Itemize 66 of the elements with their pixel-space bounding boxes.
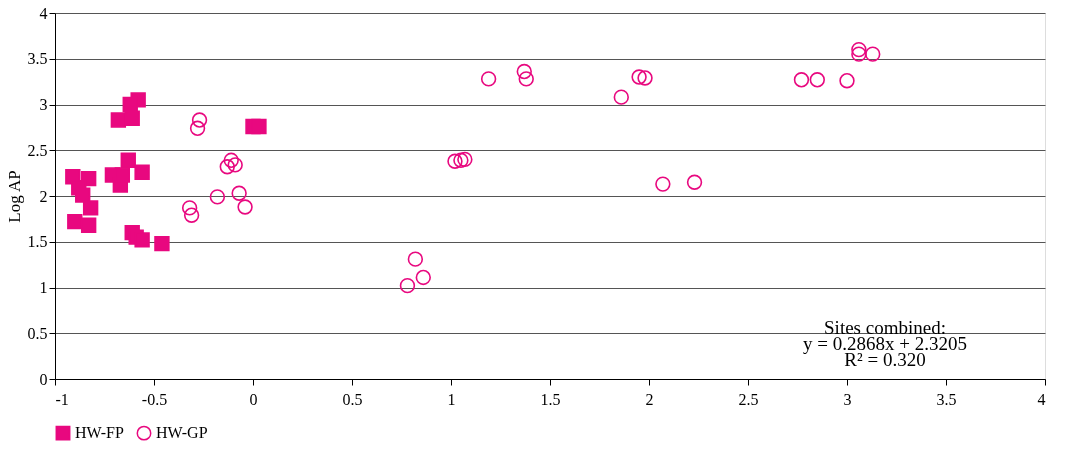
y-tick-label: 1.5	[27, 233, 48, 251]
x-tick-label: 1	[447, 390, 456, 408]
y-tick-label: 2.5	[27, 141, 48, 159]
point	[154, 235, 170, 252]
x-tick-label: 2	[645, 390, 654, 408]
legend-label: HW-GP	[156, 424, 208, 442]
point	[122, 96, 138, 113]
point	[851, 46, 867, 62]
point	[191, 112, 208, 128]
point	[613, 89, 629, 105]
point	[809, 72, 825, 88]
point	[631, 69, 647, 85]
y-tick-label: 3	[39, 96, 48, 113]
point	[231, 185, 247, 201]
point	[134, 164, 150, 180]
point	[209, 189, 226, 205]
point	[447, 153, 463, 169]
x-tick-label: 2.5	[738, 390, 759, 408]
y-tick-label: 3.5	[27, 50, 48, 68]
y-axis-title: Log AP	[4, 170, 24, 223]
x-tick-label: 1.5	[540, 390, 561, 408]
point	[75, 187, 91, 203]
x-tick-label: 0.5	[342, 390, 363, 408]
point	[251, 118, 267, 135]
point	[516, 63, 532, 80]
point	[114, 167, 131, 183]
y-tick-label: 0.5	[27, 324, 48, 342]
point	[124, 110, 140, 126]
x-tick-label: 0	[249, 390, 258, 408]
point	[189, 120, 206, 136]
x-tick-label: -1	[55, 390, 69, 408]
y-tick-label: 4	[39, 4, 48, 22]
point	[518, 71, 534, 87]
point	[865, 46, 881, 62]
point	[453, 152, 469, 168]
point	[237, 199, 253, 215]
point	[82, 200, 99, 216]
point	[637, 70, 653, 86]
y-tick-label: 0	[39, 370, 48, 388]
y-tick-label: 1	[39, 279, 48, 296]
point	[407, 251, 424, 267]
point	[399, 277, 416, 294]
x-tick-label: 3	[843, 390, 852, 408]
point	[67, 213, 83, 230]
legend-label: HW-FP	[75, 424, 124, 442]
point	[655, 176, 671, 192]
y-tick-label: 2	[39, 187, 48, 205]
point	[134, 232, 150, 248]
point	[851, 41, 867, 58]
point	[686, 174, 703, 190]
point	[227, 157, 243, 173]
point	[80, 217, 97, 233]
point	[793, 72, 810, 88]
point	[480, 71, 497, 87]
point	[415, 269, 431, 286]
point	[839, 73, 855, 89]
point	[457, 151, 473, 168]
point	[223, 152, 239, 168]
x-tick-label: -0.5	[141, 390, 168, 408]
point	[181, 200, 198, 216]
x-tick-label: 4	[1037, 390, 1046, 408]
point	[219, 159, 235, 175]
point	[183, 207, 200, 223]
point	[110, 112, 127, 128]
point	[120, 152, 136, 169]
x-tick-label: 3.5	[936, 390, 957, 408]
